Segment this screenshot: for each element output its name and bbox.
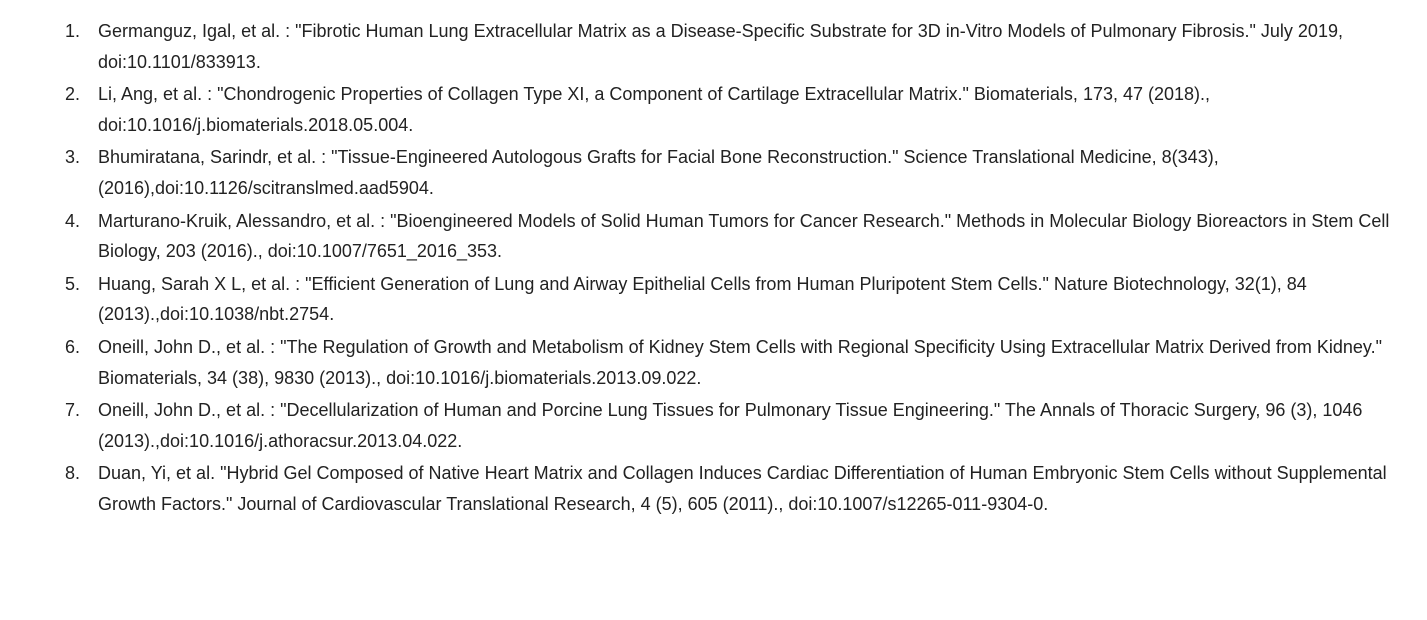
reference-item: Marturano-Kruik, Alessandro, et al. : "B… — [80, 206, 1403, 267]
reference-item: Li, Ang, et al. : "Chondrogenic Properti… — [80, 79, 1403, 140]
reference-item: Bhumiratana, Sarindr, et al. : "Tissue-E… — [80, 142, 1403, 203]
reference-item: Huang, Sarah X L, et al. : "Efficient Ge… — [80, 269, 1403, 330]
reference-item: Oneill, John D., et al. : "The Regulatio… — [80, 332, 1403, 393]
reference-text: Li, Ang, et al. : "Chondrogenic Properti… — [98, 84, 1210, 135]
reference-text: Germanguz, Igal, et al. : "Fibrotic Huma… — [98, 21, 1343, 72]
reference-text: Duan, Yi, et al. "Hybrid Gel Composed of… — [98, 463, 1387, 514]
reference-text: Oneill, John D., et al. : "Decellulariza… — [98, 400, 1362, 451]
reference-text: Huang, Sarah X L, et al. : "Efficient Ge… — [98, 274, 1307, 325]
reference-text: Marturano-Kruik, Alessandro, et al. : "B… — [98, 211, 1389, 262]
reference-item: Duan, Yi, et al. "Hybrid Gel Composed of… — [80, 458, 1403, 519]
reference-item: Germanguz, Igal, et al. : "Fibrotic Huma… — [80, 16, 1403, 77]
reference-text: Bhumiratana, Sarindr, et al. : "Tissue-E… — [98, 147, 1219, 198]
reference-item: Oneill, John D., et al. : "Decellulariza… — [80, 395, 1403, 456]
reference-list: Germanguz, Igal, et al. : "Fibrotic Huma… — [24, 16, 1403, 520]
reference-text: Oneill, John D., et al. : "The Regulatio… — [98, 337, 1382, 388]
